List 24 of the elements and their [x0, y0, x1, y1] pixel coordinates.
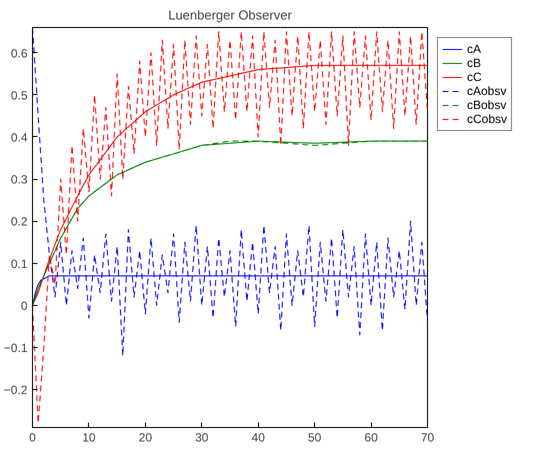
x-tick-label: 50: [308, 430, 322, 444]
legend-label: cB: [467, 56, 482, 70]
x-tick-label: 70: [420, 430, 434, 444]
x-tick-label: 60: [364, 430, 378, 444]
y-tick-label: 0.4: [10, 130, 28, 144]
x-tick-label: 10: [82, 430, 96, 444]
legend-label: cA: [467, 42, 482, 56]
legend-label: cBobsv: [467, 98, 506, 112]
legend-label: cCobsv: [467, 112, 508, 126]
y-tick-label: 0.2: [10, 214, 28, 229]
y-tick-label: 0.6: [10, 46, 28, 60]
chart-title: Luenberger Observer: [168, 8, 292, 22]
y-tick-label: 0.5: [10, 88, 28, 102]
x-tick-label: 0: [29, 430, 36, 444]
y-tick-label: −0.2: [4, 383, 28, 398]
y-tick-label: 0: [20, 298, 28, 313]
y-tick-label: −0.1: [4, 341, 28, 355]
legend-label: cC: [467, 70, 483, 84]
y-tick-label: 0.3: [10, 172, 28, 187]
y-tick-label: 0.1: [10, 256, 28, 271]
x-tick-label: 40: [252, 430, 266, 444]
x-tick-label: 30: [195, 430, 209, 444]
legend-label: cAobsv: [467, 84, 506, 98]
x-tick-label: 20: [138, 430, 152, 444]
